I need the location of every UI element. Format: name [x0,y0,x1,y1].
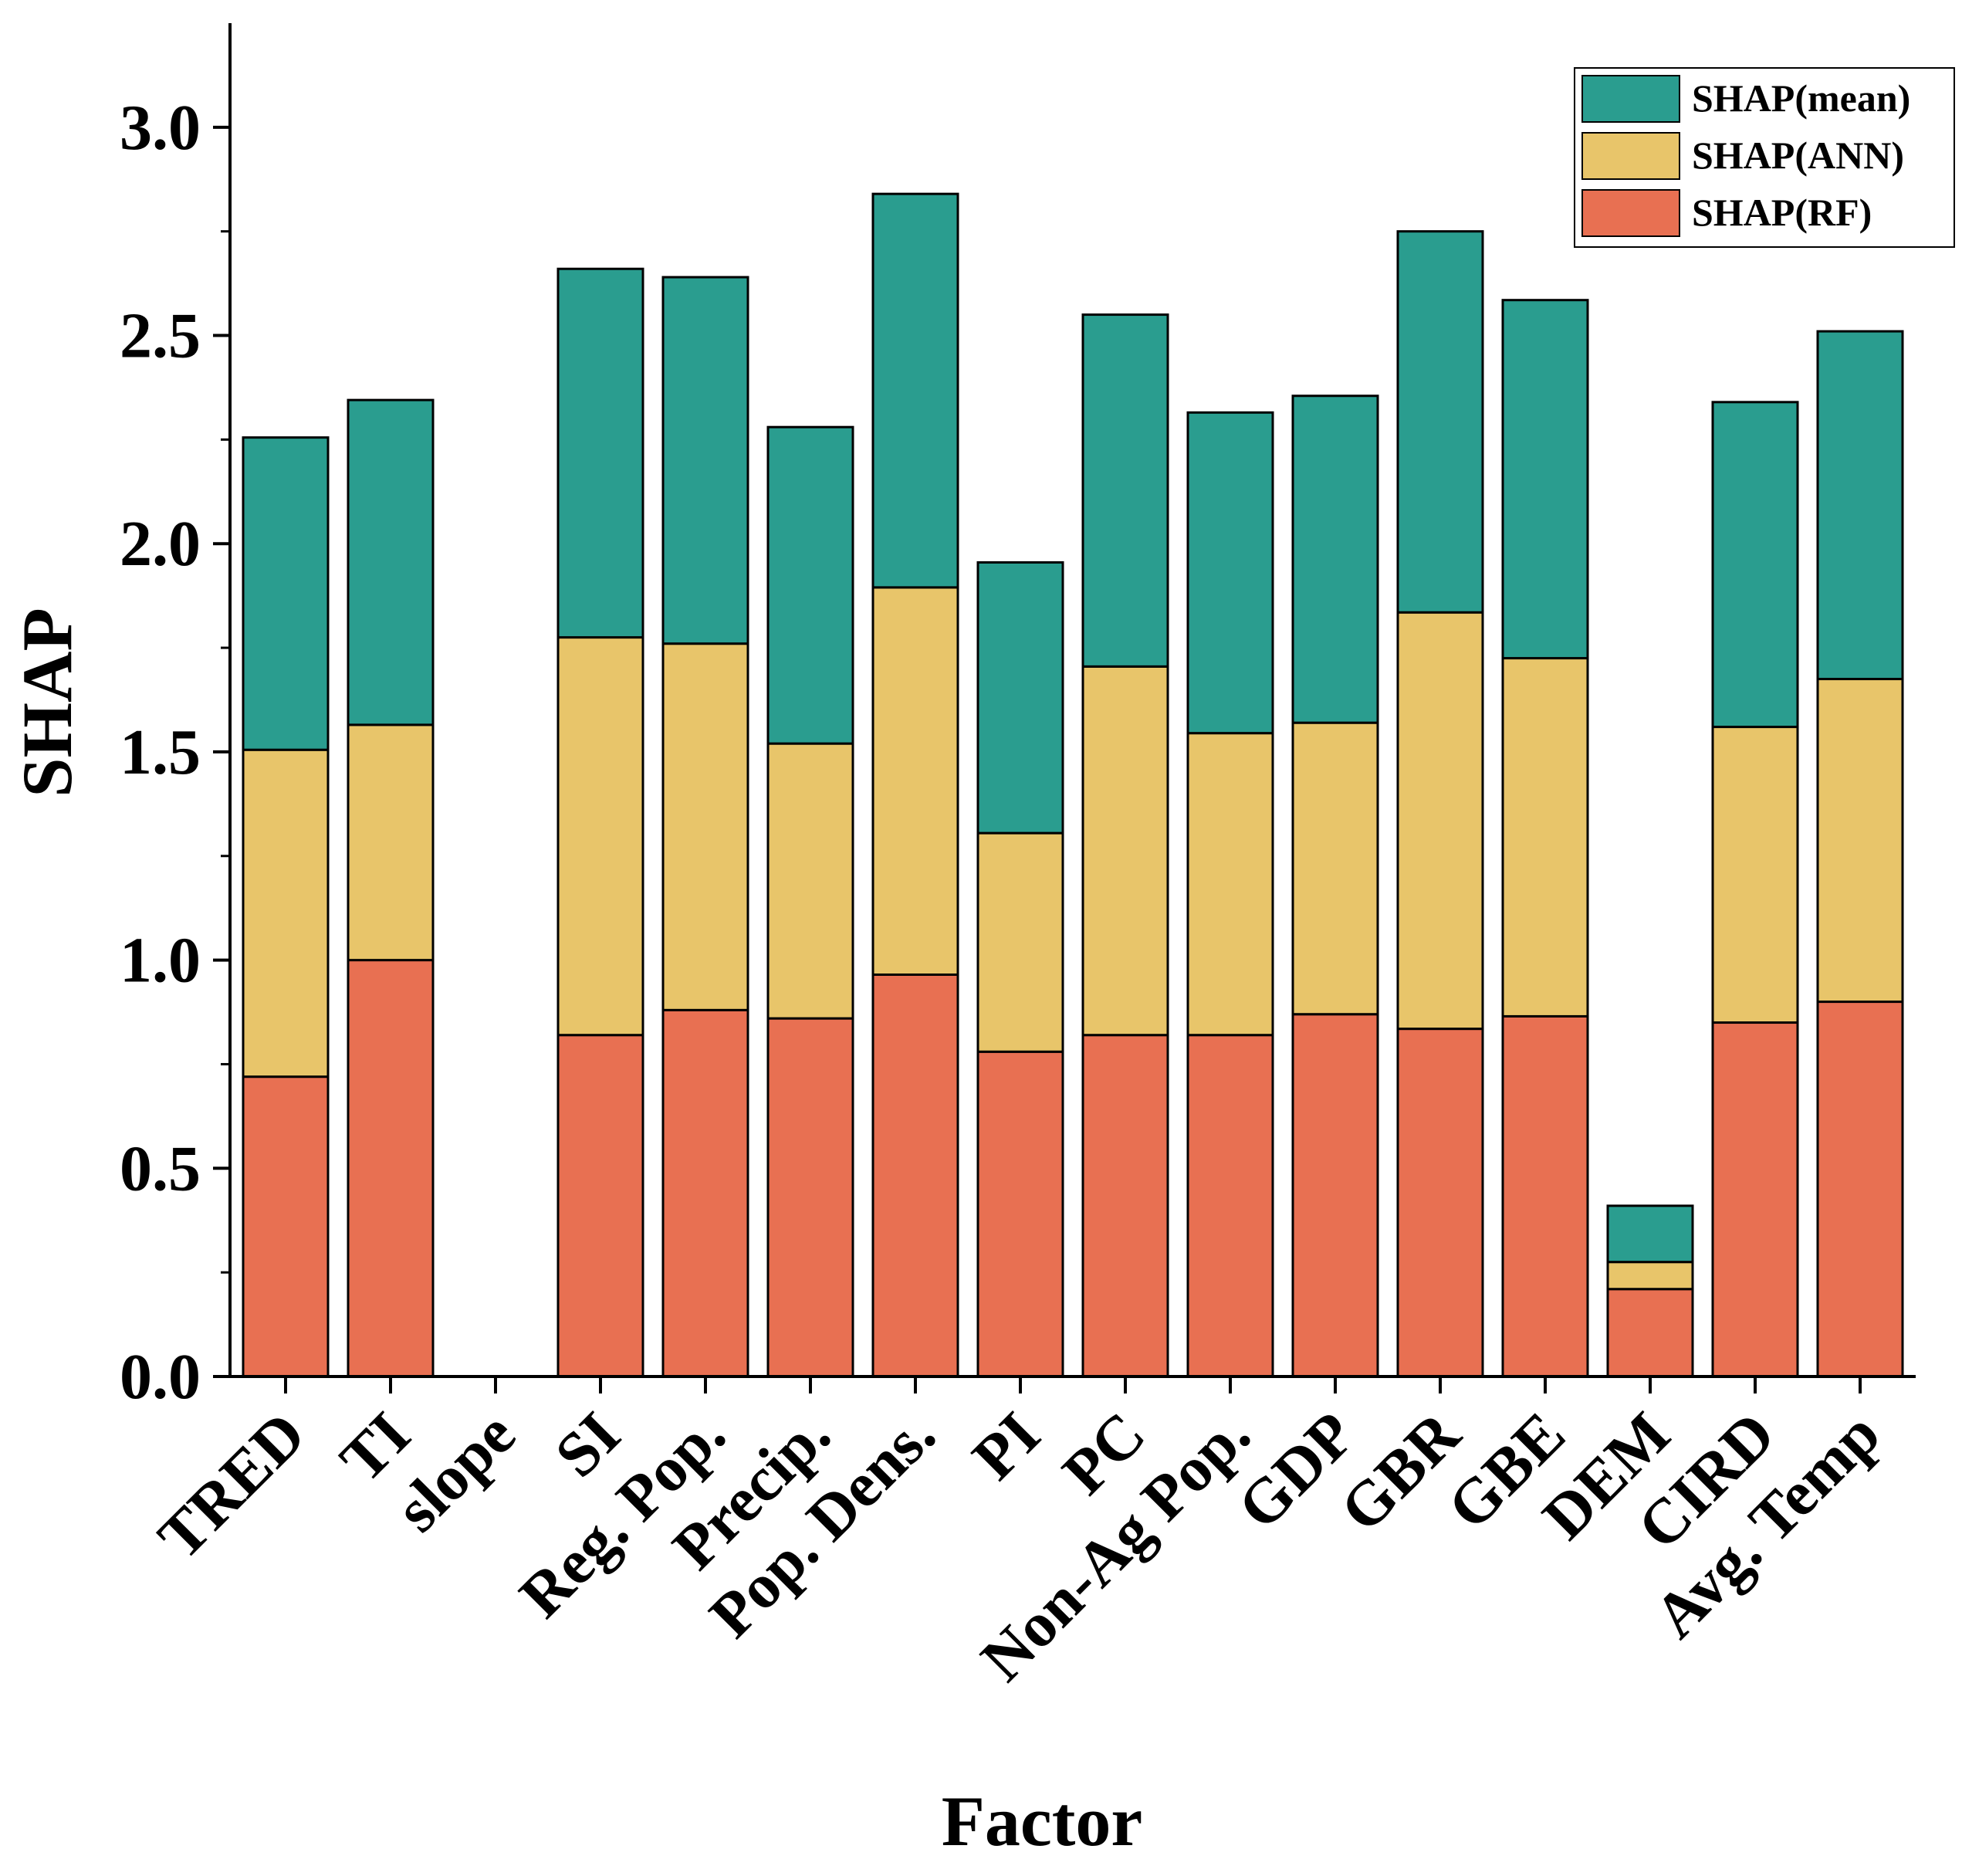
bar-shaprf-3 [556,1034,644,1378]
bar-shapann-9 [1186,732,1274,1037]
bar-shapann-5 [766,742,854,1020]
legend-label: SHAP(RF) [1692,191,1872,234]
bar-shapann-8 [1081,665,1169,1037]
y-tick-label: 2.0 [120,508,201,580]
legend-swatch [1581,189,1680,237]
y-axis-title: SHAP [8,608,86,797]
bar-shapmean-6 [871,192,959,589]
bar-shapmean-4 [661,276,749,645]
bar-shapmean-1 [347,398,435,726]
bar-shapmean-0 [242,436,330,751]
bar-shaprf-4 [661,1008,749,1378]
bar-shapmean-12 [1501,299,1589,660]
bar-shaprf-13 [1606,1288,1694,1378]
y-tick-label: 0.5 [120,1133,201,1204]
bars-layer [242,192,1904,1378]
bar-shapmean-8 [1081,313,1169,668]
bar-shaprf-14 [1711,1021,1799,1378]
bar-shaprf-11 [1396,1028,1484,1378]
bar-shapmean-14 [1711,401,1799,729]
bar-shapann-4 [661,642,749,1011]
axes-layer [228,23,1916,1378]
legend: SHAP(mean) SHAP(ANN) SHAP(RF) [1574,67,1955,248]
y-tick-label: 2.5 [120,300,201,372]
bar-shapann-12 [1501,657,1589,1018]
bar-shapann-10 [1291,721,1379,1016]
bar-shaprf-7 [976,1050,1064,1378]
bar-shaprf-5 [766,1017,854,1378]
y-tick-label: 0.0 [120,1341,201,1413]
bar-shapann-0 [242,748,330,1079]
bar-shapann-14 [1711,726,1799,1024]
bar-shapann-11 [1396,611,1484,1031]
bar-shapann-7 [976,831,1064,1053]
bar-shapann-1 [347,723,435,962]
bar-shapmean-13 [1606,1204,1694,1264]
x-tick-label: GBR [1327,1398,1474,1546]
y-tick-label: 3.0 [120,92,201,164]
bar-shaprf-8 [1081,1034,1169,1378]
x-axis-title: Factor [942,1782,1143,1861]
bar-shapmean-5 [766,425,854,745]
legend-label: SHAP(mean) [1692,76,1910,120]
x-tick-label: slope [382,1398,529,1545]
bar-shapann-13 [1606,1261,1694,1291]
bar-shapmean-10 [1291,395,1379,724]
x-tick-label: TRED [144,1398,318,1572]
bar-shaprf-1 [347,959,435,1378]
bar-shaprf-0 [242,1075,330,1378]
bar-shaprf-15 [1816,1001,1904,1378]
bar-shaprf-12 [1501,1014,1589,1378]
bar-shaprf-9 [1186,1034,1274,1378]
bar-shapmean-7 [976,561,1064,835]
bar-shaprf-10 [1291,1013,1379,1378]
y-tick-label: 1.5 [120,716,201,788]
bar-shaprf-6 [871,973,959,1378]
legend-swatch [1581,75,1680,123]
y-ticks-layer: 0.0 0.5 1.0 1.5 2.0 2.5 3.0 [120,92,230,1413]
bar-shapmean-15 [1816,330,1904,681]
bar-shapmean-9 [1186,411,1274,735]
x-tick-label: PI [959,1398,1053,1492]
y-tick-label: 1.0 [120,925,201,997]
legend-label: SHAP(ANN) [1692,134,1904,177]
bar-shapann-6 [871,586,959,976]
bar-shapann-15 [1816,678,1904,1004]
legend-swatch [1581,132,1680,180]
x-tick-label: GDP [1224,1398,1368,1542]
bar-shapann-3 [556,636,644,1037]
bar-shapmean-11 [1396,230,1484,614]
bar-shapmean-3 [556,267,644,639]
